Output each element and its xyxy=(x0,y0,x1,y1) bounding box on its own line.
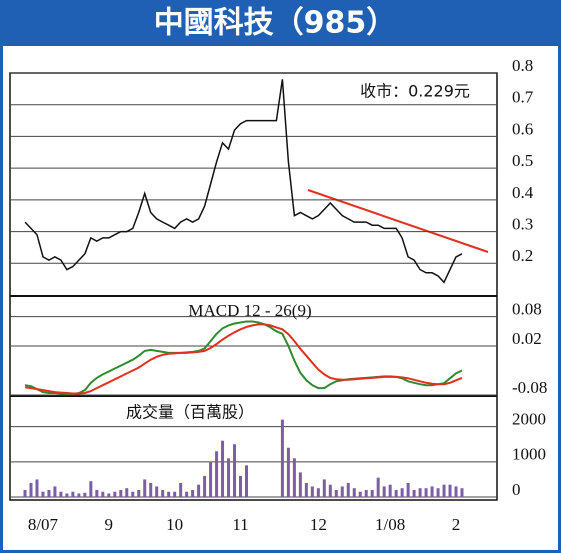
panel-title: 成交量（百萬股） xyxy=(126,403,254,422)
header xyxy=(0,0,561,46)
bar xyxy=(131,491,135,497)
y-tick-label: 0 xyxy=(512,480,521,499)
y-tick-label: 1000 xyxy=(512,445,546,464)
y-tick-label: 0.6 xyxy=(512,119,533,138)
x-tick-label: 12 xyxy=(310,515,327,534)
bar xyxy=(376,477,380,497)
bar xyxy=(53,486,57,497)
bar xyxy=(35,479,39,497)
bar xyxy=(101,491,105,497)
bar xyxy=(179,482,183,497)
bar xyxy=(244,465,248,497)
bar xyxy=(215,451,219,497)
bar xyxy=(286,447,290,497)
annotation-box xyxy=(345,79,485,103)
bar xyxy=(298,472,302,497)
bar xyxy=(77,493,81,497)
y-tick-label: 2000 xyxy=(512,410,546,429)
y-tick-label: 0.08 xyxy=(512,300,542,319)
bar xyxy=(203,475,207,497)
bar xyxy=(191,489,195,497)
chart-title: 中國科技（985） xyxy=(154,6,397,41)
bar xyxy=(388,484,392,497)
x-tick-label: 8/07 xyxy=(28,515,59,534)
bar xyxy=(167,491,171,497)
bar xyxy=(328,484,332,497)
bar xyxy=(358,491,362,497)
x-tick-label: 9 xyxy=(105,515,114,534)
bar xyxy=(137,489,141,497)
bar xyxy=(149,482,153,497)
bar xyxy=(89,481,93,497)
bar xyxy=(41,491,45,497)
bar xyxy=(340,486,344,497)
bar xyxy=(430,486,434,497)
bar xyxy=(143,479,147,497)
bar xyxy=(394,489,398,497)
bar xyxy=(382,486,386,497)
bar xyxy=(107,493,111,497)
bar xyxy=(436,488,440,497)
bar xyxy=(424,488,428,497)
bar xyxy=(352,488,356,497)
y-tick-label: 0.7 xyxy=(512,88,534,107)
bar xyxy=(239,475,243,497)
bar xyxy=(460,488,464,497)
x-tick-label: 10 xyxy=(166,515,183,534)
y-tick-label: -0.08 xyxy=(512,378,547,397)
bar xyxy=(161,489,165,497)
bar xyxy=(23,489,27,497)
y-tick-label: 0.3 xyxy=(512,214,533,233)
y-tick-label: 0.5 xyxy=(512,151,533,170)
x-tick-label: 2 xyxy=(452,515,461,534)
bar xyxy=(310,486,314,497)
bar xyxy=(400,488,404,497)
bar xyxy=(125,488,129,497)
bar xyxy=(370,489,374,497)
bar xyxy=(292,458,296,497)
y-tick-label: 0.2 xyxy=(512,246,533,265)
annotation: 收市：0.229元 xyxy=(360,82,470,101)
y-tick-label: 0.8 xyxy=(512,56,533,75)
bar xyxy=(95,489,99,497)
bar xyxy=(221,440,225,497)
bar xyxy=(322,479,326,497)
bar xyxy=(29,482,33,497)
data-line xyxy=(24,79,463,284)
bar xyxy=(280,419,284,497)
bar xyxy=(83,492,87,497)
bar xyxy=(412,489,416,497)
bar xyxy=(334,489,338,497)
bar xyxy=(454,486,458,497)
bar xyxy=(47,489,51,497)
bar xyxy=(364,489,368,497)
bar xyxy=(113,491,117,497)
bar xyxy=(197,484,201,497)
bar xyxy=(71,491,75,497)
bar xyxy=(209,461,213,497)
bar xyxy=(304,482,308,497)
y-tick-label: 0.4 xyxy=(512,183,534,202)
y-tick-label: 0.02 xyxy=(512,329,542,348)
bar xyxy=(65,493,69,497)
bar xyxy=(418,488,422,497)
bar xyxy=(173,491,177,497)
data-line xyxy=(24,323,463,395)
bar xyxy=(233,444,237,497)
bar xyxy=(442,484,446,497)
bar xyxy=(155,486,159,497)
bar xyxy=(59,491,63,497)
bar xyxy=(448,484,452,497)
bar xyxy=(346,482,350,497)
bar xyxy=(227,458,231,497)
bar xyxy=(316,488,320,497)
panel-title: MACD 12 - 26(9) xyxy=(188,301,311,320)
x-tick-label: 11 xyxy=(232,515,248,534)
bar xyxy=(406,482,410,497)
bar xyxy=(185,491,189,497)
x-tick-label: 1/08 xyxy=(375,515,405,534)
bar xyxy=(119,489,123,497)
